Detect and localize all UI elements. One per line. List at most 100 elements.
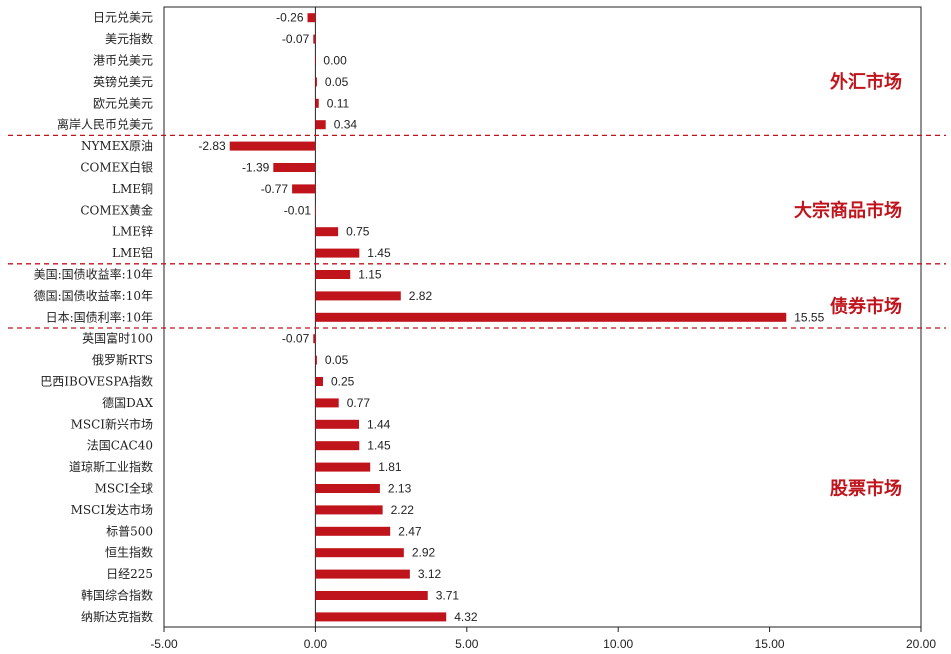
bar-14 [315,291,401,301]
value-label-9: -0.77 [261,182,289,196]
value-label-19: 0.77 [347,396,371,410]
category-label-10: COMEX黄金 [80,202,153,217]
bar-24 [315,505,383,515]
category-label-23: MSCI全球 [95,481,153,496]
bars [229,13,787,622]
value-label-3: 0.00 [323,54,347,68]
value-label-7: -2.83 [198,139,226,153]
value-label-23: 2.13 [388,482,412,496]
category-label-2: 美元指数 [105,31,153,46]
bar-1 [307,13,316,23]
x-tick-label-2: 0.00 [304,637,328,651]
category-label-29: 纳斯达克指数 [81,609,153,624]
bar-26 [315,548,404,558]
bar-22 [315,462,371,472]
x-tick-label-1: -5.00 [150,637,178,651]
category-label-17: 俄罗斯RTS [92,353,153,367]
market-label-3: 债券市场 [830,296,902,318]
bar-20 [315,419,360,429]
value-label-25: 2.47 [398,524,422,538]
bar-11 [315,227,339,237]
bar-6 [315,120,326,130]
bar-18 [315,377,323,386]
category-label-11: LME锌 [112,225,153,239]
x-axis-ticks: -5.00 0.00 5.00 10.00 15.00 20.00 [150,627,936,651]
category-label-9: LME铜 [112,181,153,196]
category-label-14: 德国:国债收益率:10年 [34,288,153,303]
value-label-2: -0.07 [282,32,310,46]
value-label-4: 0.05 [325,75,349,89]
category-label-19: 德国DAX [102,395,153,410]
category-label-16: 英国富时100 [82,331,153,346]
market-label-2: 大宗商品市场 [794,199,902,221]
value-label-14: 2.82 [409,289,433,303]
value-labels: -0.26 -0.07 0.00 0.05 0.11 0.34 -2.83 -1.39 -0.7… [198,11,824,624]
bar-13 [315,270,351,279]
bar-5 [315,98,319,108]
market-label-4: 股票市场 [829,478,902,500]
group-separators [8,134,946,329]
value-label-18: 0.25 [331,375,355,389]
category-label-3: 港币兑美元 [93,54,153,68]
value-label-26: 2.92 [412,546,436,560]
bar-27 [315,569,410,579]
category-label-26: 恒生指数 [105,545,153,560]
value-label-17: 0.05 [325,353,349,367]
category-label-24: MSCI发达市场 [71,502,153,517]
category-label-8: COMEX白银 [80,160,153,175]
value-label-22: 1.81 [378,460,402,474]
category-label-4: 英镑兑美元 [93,74,153,89]
value-label-13: 1.15 [358,268,382,282]
bar-19 [315,398,339,408]
x-tick-label-5: 15.00 [755,637,785,651]
value-label-8: -1.39 [242,161,270,175]
value-label-11: 0.75 [346,225,370,239]
value-label-29: 4.32 [454,610,478,624]
x-tick-label-4: 10.00 [603,637,633,651]
market-label-1: 外汇市场 [830,71,902,93]
value-label-24: 2.22 [391,503,415,517]
category-label-22: 道琼斯工业指数 [69,459,153,474]
bar-25 [315,526,391,536]
value-label-10: -0.01 [284,203,312,217]
bar-7 [229,141,316,151]
bar-4 [315,77,317,87]
plot-frame [163,6,922,628]
value-label-28: 3.71 [436,589,460,603]
bar-17 [315,355,317,365]
bar-16 [313,334,316,344]
bar-12 [315,248,360,258]
x-tick-label-6: 20.00 [906,637,936,651]
category-label-18: 巴西IBOVESPA指数 [40,374,153,389]
bar-21 [315,441,360,451]
category-label-21: 法国CAC40 [87,439,153,453]
bar-9 [292,184,316,194]
bar-8 [273,163,316,172]
category-label-6: 离岸人民币兑美元 [57,117,153,132]
value-label-21: 1.45 [367,439,391,453]
value-label-15: 15.55 [794,310,824,324]
category-label-1: 日元兑美元 [93,11,153,25]
category-label-7: NYMEX原油 [81,139,153,153]
x-tick-label-3: 5.00 [455,637,479,651]
value-label-27: 3.12 [418,567,442,581]
bar-3 [315,56,316,65]
value-label-20: 1.44 [367,417,391,431]
category-label-15: 日本:国债利率:10年 [46,309,153,324]
category-label-28: 韩国综合指数 [81,588,153,603]
value-label-5: 0.11 [327,96,350,110]
value-label-16: -0.07 [282,332,310,346]
bar-10 [315,205,316,215]
bar-29 [315,612,447,622]
value-label-1: -0.26 [276,11,304,25]
category-label-25: 标普500 [106,524,153,538]
value-label-6: 0.34 [334,118,358,132]
bar-15 [315,312,787,322]
category-label-5: 欧元兑美元 [93,96,153,110]
bar-23 [315,484,380,493]
category-label-20: MSCI新兴市场 [71,416,153,431]
